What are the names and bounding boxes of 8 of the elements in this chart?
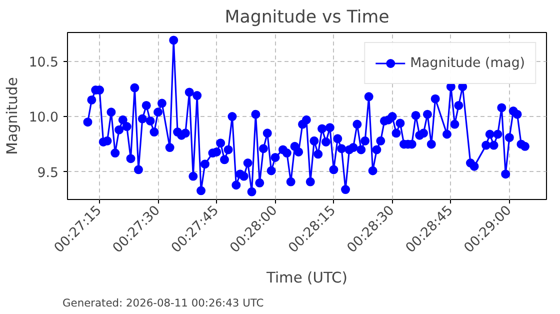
y-tick-label: 9.5: [37, 166, 59, 181]
x-axis-title: Time (UTC): [265, 269, 348, 286]
y-axis-title: Magnitude: [4, 77, 21, 155]
y-tick-label: 10.5: [28, 55, 59, 70]
legend-label: Magnitude (mag): [410, 56, 525, 70]
chart-title: Magnitude vs Time: [224, 8, 390, 28]
y-tick-label: 10.0: [28, 110, 59, 126]
text: Generated: 2026-08-11 00:26:43 UTC: [62, 296, 264, 310]
